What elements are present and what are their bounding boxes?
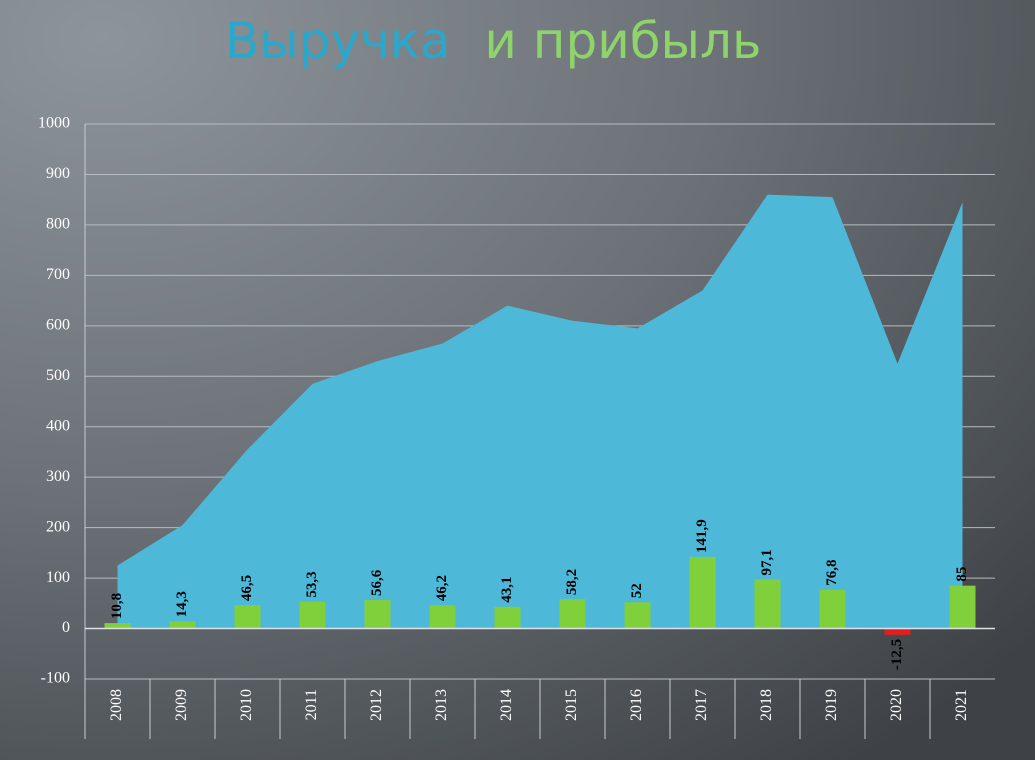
bar — [624, 602, 651, 629]
x-tick-label: 2010 — [238, 689, 255, 721]
value-label: 46,2 — [434, 575, 450, 601]
bar — [104, 623, 131, 629]
bar — [949, 585, 976, 629]
value-label: 56,6 — [369, 569, 385, 596]
x-tick-label: 2021 — [953, 689, 970, 721]
value-label: -12,5 — [889, 639, 905, 670]
bar — [429, 605, 456, 629]
value-label: 76,8 — [824, 560, 840, 586]
bar — [689, 556, 716, 629]
revenue-area — [117, 194, 963, 629]
bar — [364, 599, 391, 629]
bar — [819, 589, 846, 629]
y-tick-label: 0 — [62, 619, 70, 636]
y-tick-label: 500 — [46, 367, 70, 384]
value-label: 58,2 — [564, 569, 580, 595]
y-tick-label: 100 — [46, 569, 70, 586]
x-tick-label: 2012 — [368, 689, 385, 721]
x-tick-label: 2011 — [303, 689, 320, 720]
bar — [169, 621, 196, 629]
x-tick-label: 2015 — [563, 689, 580, 721]
y-tick-label: 400 — [46, 417, 70, 434]
x-tick-label: 2016 — [628, 689, 645, 721]
x-tick-label: 2019 — [823, 689, 840, 721]
value-label: 53,3 — [304, 571, 320, 597]
title-part: Выручка — [225, 12, 451, 70]
x-tick-label: 2017 — [693, 689, 710, 721]
chart-title: Выручка и прибыль — [225, 12, 761, 70]
y-tick-label: 300 — [46, 468, 70, 485]
bar — [234, 605, 261, 629]
bar — [494, 606, 521, 629]
y-tick-label: 200 — [46, 518, 70, 535]
y-tick-label: 900 — [46, 165, 70, 182]
bar — [754, 579, 781, 629]
y-tick-label: 700 — [46, 266, 70, 283]
x-tick-label: 2020 — [888, 689, 905, 721]
value-label: 10,8 — [109, 593, 125, 619]
x-tick-label: 2009 — [173, 689, 190, 721]
y-tick-label: 800 — [46, 216, 70, 233]
x-tick-label: 2008 — [108, 689, 125, 721]
value-label: 43,1 — [499, 577, 515, 603]
value-label: 97,1 — [759, 549, 775, 575]
x-tick-label: 2014 — [498, 689, 515, 721]
x-tick-label: 2013 — [433, 689, 450, 721]
value-label: 52 — [629, 583, 645, 598]
value-label: 85 — [954, 567, 970, 582]
bar — [299, 601, 326, 629]
bar — [559, 599, 586, 629]
value-label: 14,3 — [174, 591, 190, 617]
title-part: и прибыль — [484, 12, 761, 70]
bar — [884, 628, 911, 635]
y-tick-label: 1000 — [38, 115, 70, 132]
value-label: 141,9 — [694, 519, 710, 553]
value-label: 46,5 — [239, 575, 255, 601]
y-tick-label: 600 — [46, 316, 70, 333]
x-tick-label: 2018 — [758, 689, 775, 721]
y-tick-label: -100 — [41, 670, 70, 687]
